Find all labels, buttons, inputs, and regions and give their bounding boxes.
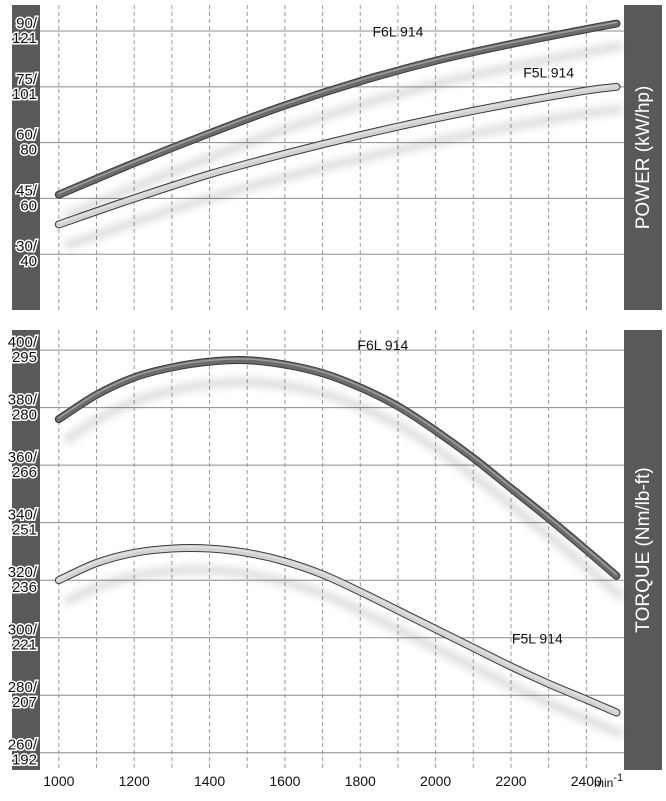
top-panel-f5l-line: [55, 83, 620, 228]
bottom-panel-side-label: TORQUE (Nm/lb-ft): [633, 467, 654, 632]
top-panel-plot-area: [40, 5, 624, 310]
bottom-panel-ytick-bottom: 207: [12, 694, 37, 711]
x-tick-label: 1200: [119, 773, 150, 789]
top-panel-ytick-top: 45/: [16, 182, 38, 199]
x-axis-unit-sup: -1: [613, 772, 623, 784]
bottom-panel-f6l-highlight: [58, 358, 618, 576]
top-panel-f5l-highlight: [58, 84, 618, 224]
bottom-panel-f6l-label: F6L 914: [357, 337, 408, 353]
top-panel-ytick-top: 30/: [16, 238, 38, 255]
bottom-panel-f5l-line: [55, 545, 620, 716]
bottom-panel-ytick-top: 300/: [8, 622, 38, 639]
bottom-panel-ytick-bottom: 266: [12, 464, 37, 481]
bottom-panel-ytick-top: 260/: [8, 737, 38, 754]
x-tick-label: 1400: [194, 773, 225, 789]
bottom-panel-f6l-shadow: [62, 377, 626, 602]
bottom-panel-ytick-bottom: 251: [12, 522, 37, 539]
top-panel-f6l-highlight: [58, 21, 618, 195]
bottom-panel-ytick-bottom: 295: [12, 349, 37, 366]
bottom-panel: 260/192 280/207 300/221 320/236 340/251 360/2…: [6, 330, 662, 790]
top-panel-f6l-shadow: [63, 41, 624, 221]
top-panel-ytick-bottom: 60: [20, 197, 37, 214]
top-panel-ytick-bottom: 121: [12, 30, 37, 47]
top-panel: 30/40 45/60 60/80 75/101 90/121 F6L 914 F5L 91…: [10, 5, 662, 310]
top-panel-ytick-bottom: 101: [12, 86, 37, 103]
x-axis-unit: min-1: [594, 772, 623, 790]
x-tick-label: 1000: [43, 773, 74, 789]
bottom-panel-ytick-bottom: 221: [12, 637, 37, 654]
bottom-panel-f6l-line: [55, 357, 620, 579]
bottom-panel-ytick-top: 320/: [8, 564, 38, 581]
top-panel-ytick-top: 90/: [16, 15, 38, 32]
bottom-panel-ytick-bottom: 192: [12, 752, 37, 769]
bottom-panel-f5l-shadow: [62, 565, 625, 739]
top-panel-ytick-top: 75/: [16, 71, 38, 88]
top-panel-ytick-top: 60/: [16, 127, 38, 144]
x-tick-label: 2000: [420, 773, 451, 789]
bottom-panel-ytick-top: 400/: [8, 334, 38, 351]
bottom-panel-ytick-top: 360/: [8, 449, 38, 466]
bottom-panel-ytick-top: 280/: [8, 679, 38, 696]
top-panel-ytick-bottom: 40: [20, 253, 37, 270]
bottom-panel-ytick-top: 380/: [8, 392, 38, 409]
x-tick-label: 1800: [345, 773, 376, 789]
bottom-panel-ytick-bottom: 236: [12, 579, 37, 596]
top-panel-f6l-line: [55, 20, 620, 198]
top-panel-side-label: POWER (kW/hp): [633, 86, 654, 230]
bottom-panel-ytick-top: 340/: [8, 507, 38, 524]
x-axis-unit-base: min: [594, 776, 613, 790]
x-tick-label: 2400: [571, 773, 602, 789]
top-panel-f5l-label: F5L 914: [523, 65, 574, 81]
top-panel-f6l-label: F6L 914: [373, 24, 424, 40]
bottom-panel-f5l-label: F5L 914: [512, 630, 563, 646]
bottom-panel-f5l-highlight: [58, 546, 618, 713]
bottom-panel-ytick-bottom: 280: [12, 407, 37, 424]
top-panel-ytick-bottom: 80: [20, 142, 37, 159]
x-tick-label: 2200: [495, 773, 526, 789]
top-panel-f5l-shadow: [63, 104, 624, 251]
x-tick-label: 1600: [269, 773, 300, 789]
